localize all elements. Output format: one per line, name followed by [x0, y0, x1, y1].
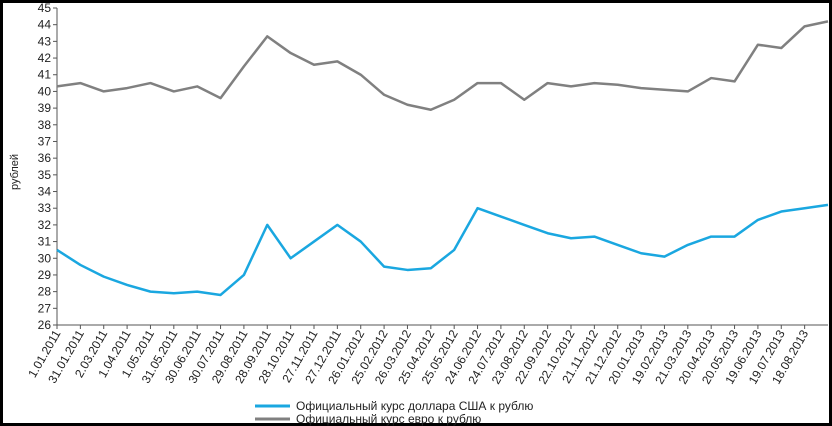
y-tick-label: 38: [38, 118, 52, 132]
y-tick-label: 44: [38, 18, 52, 32]
y-tick-label: 28: [38, 285, 52, 299]
legend-label: Официальный курс доллара США к рублю: [296, 399, 533, 413]
y-tick-label: 35: [38, 168, 52, 182]
y-tick-label: 43: [38, 34, 52, 48]
y-tick-label: 33: [38, 201, 52, 215]
y-tick-label: 30: [38, 251, 52, 265]
y-tick-label: 29: [38, 268, 52, 282]
y-tick-label: 41: [38, 68, 52, 82]
y-tick-label: 36: [38, 151, 52, 165]
y-tick-label: 31: [38, 235, 52, 249]
y-tick-label: 42: [38, 51, 52, 65]
y-tick-label: 34: [38, 185, 52, 199]
y-tick-label: 26: [38, 318, 52, 332]
y-tick-label: 40: [38, 84, 52, 98]
y-axis-label: рублей: [9, 154, 21, 190]
y-tick-label: 27: [38, 301, 52, 315]
series-line: [56, 20, 829, 112]
series-line: [56, 203, 829, 297]
y-tick-label: 45: [38, 1, 52, 15]
y-tick-label: 39: [38, 101, 52, 115]
y-tick-label: 37: [38, 134, 52, 148]
y-tick-label: 32: [38, 218, 52, 232]
legend-label: Официальный курс евро к рублю: [296, 412, 481, 426]
